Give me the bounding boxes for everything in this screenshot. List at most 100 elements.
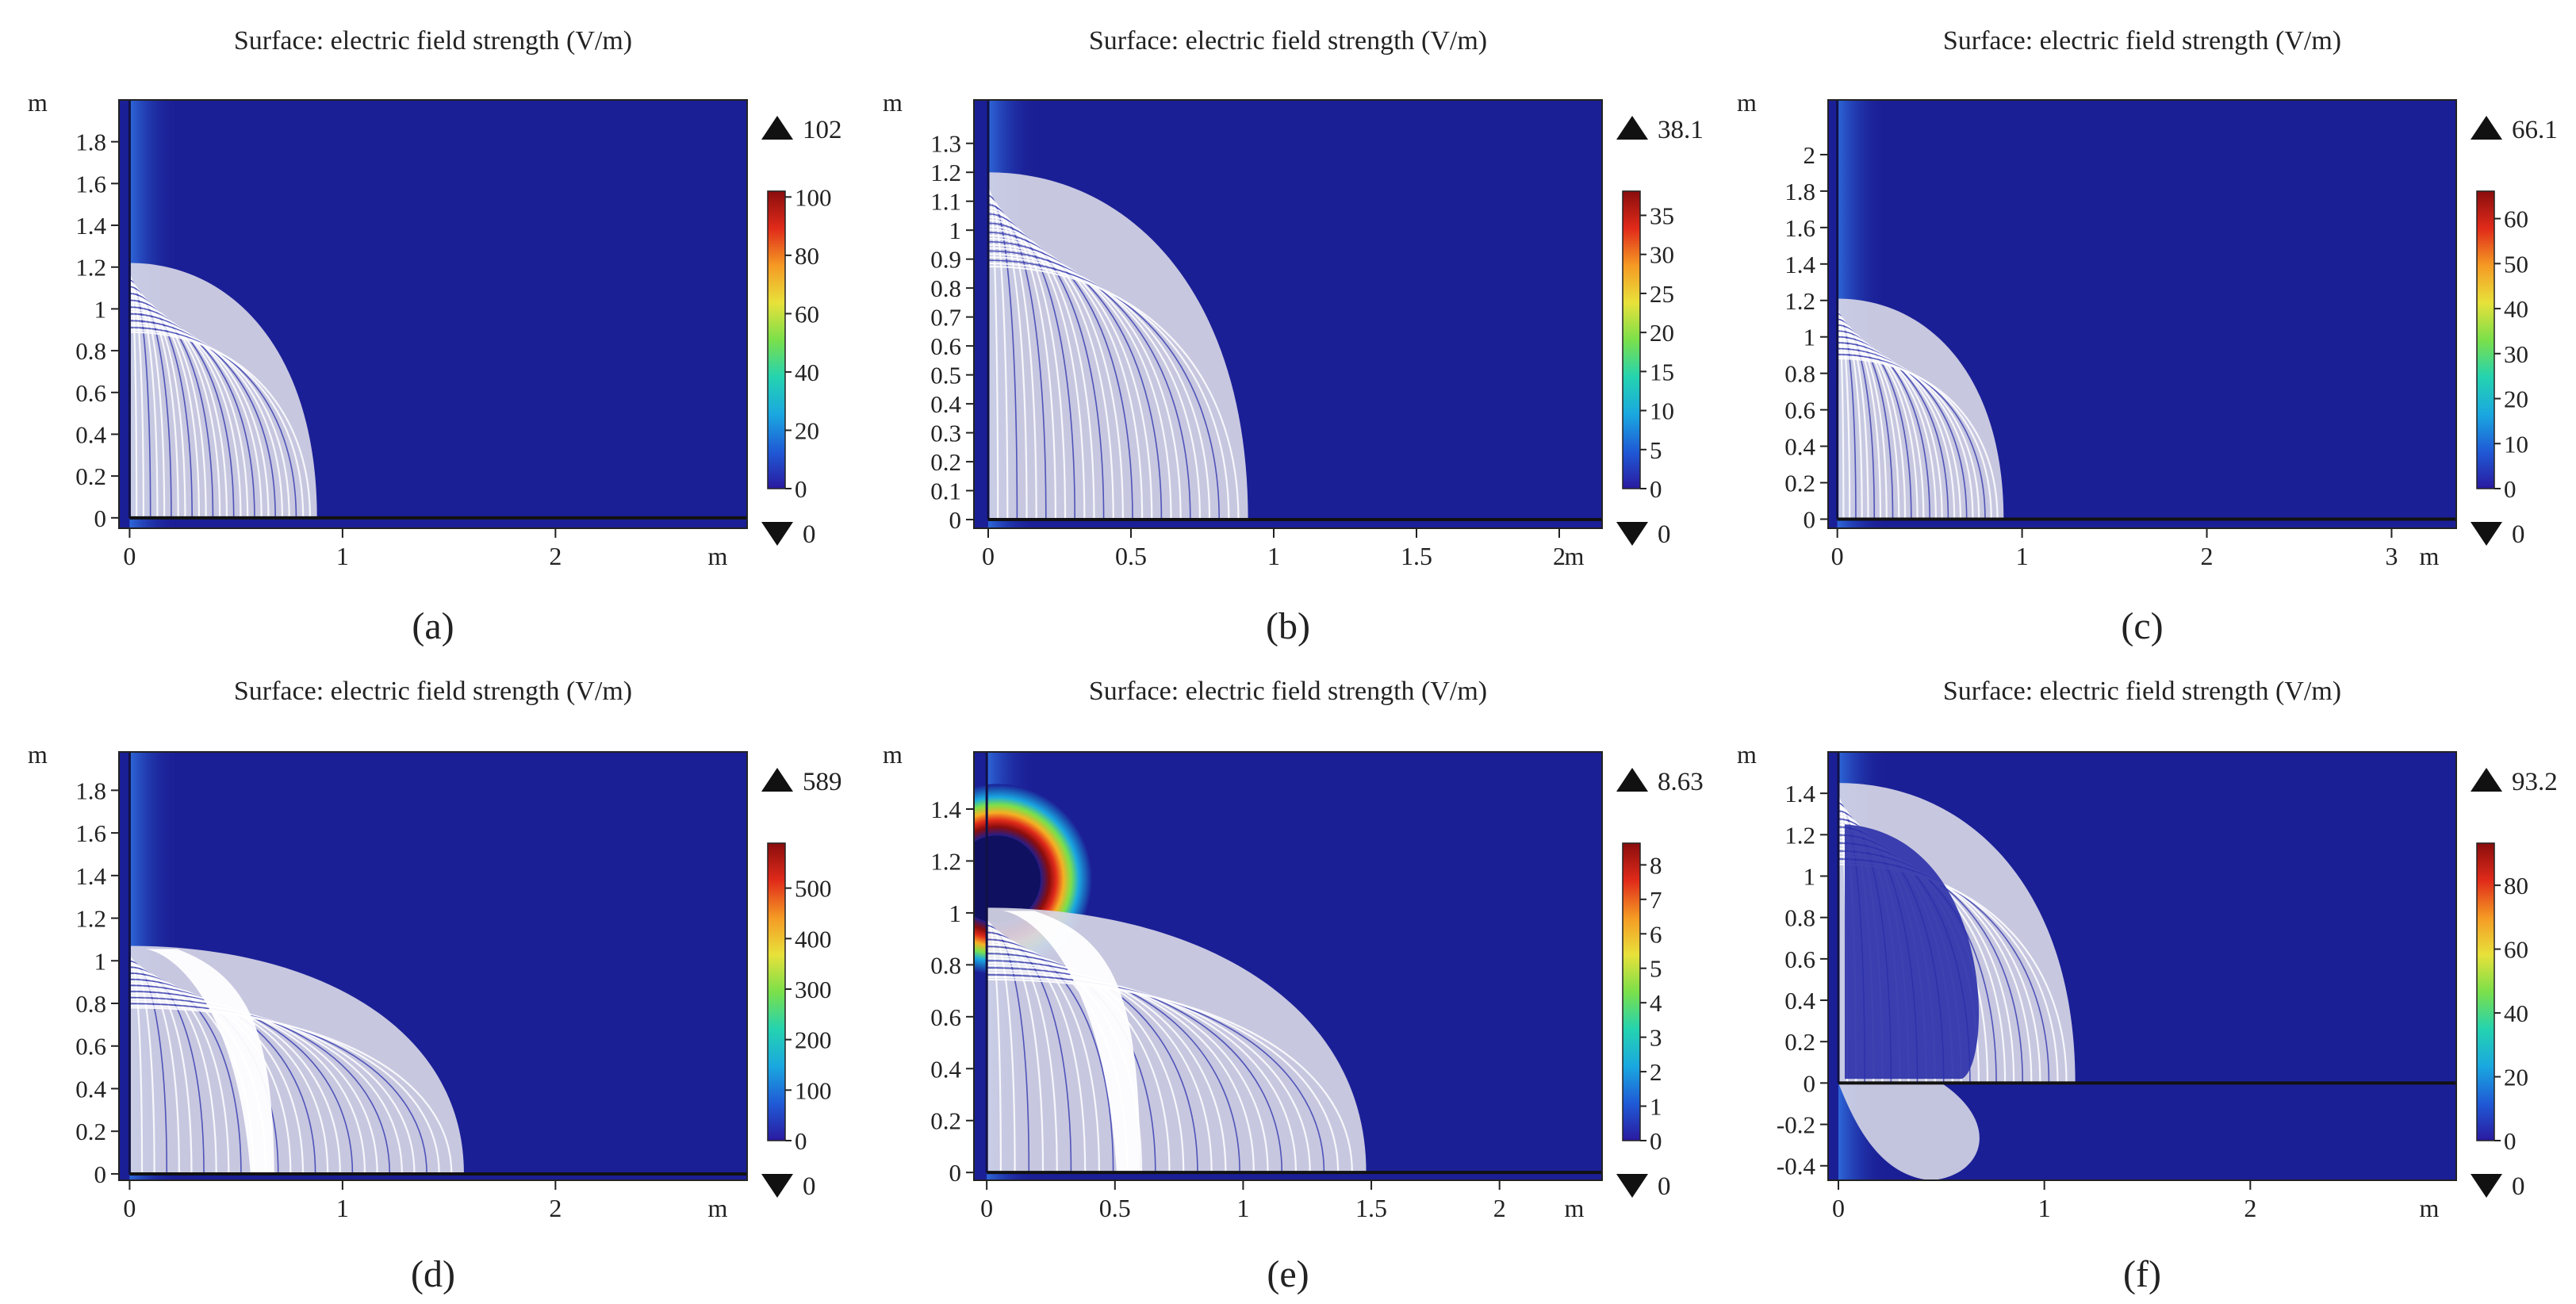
plot-title: Surface: electric field strength (V/m) bbox=[1089, 26, 1487, 56]
panel-label: (d) bbox=[411, 1253, 455, 1295]
y-tick-label: 0 bbox=[949, 1159, 962, 1187]
field-streamline bbox=[129, 304, 228, 518]
field-streamline bbox=[1837, 334, 1925, 520]
max-marker-icon bbox=[1616, 116, 1648, 140]
field-streamline bbox=[987, 237, 1153, 520]
max-marker-icon bbox=[761, 768, 793, 792]
colorbar-tick-label: 0 bbox=[795, 475, 807, 503]
field-streamline bbox=[129, 331, 312, 518]
x-tick-label: 0.5 bbox=[1115, 542, 1147, 570]
field-streamline bbox=[1837, 343, 1956, 520]
y-tick-label: 0.8 bbox=[930, 951, 961, 979]
x-tick-label: 2 bbox=[2201, 542, 2214, 570]
field-streamline bbox=[987, 219, 1095, 520]
y-tick-label: 1 bbox=[94, 947, 107, 975]
x-tick-label: 2 bbox=[549, 542, 562, 570]
y-tick-label: 1 bbox=[94, 295, 107, 323]
colorbar-tick-label: 20 bbox=[2504, 385, 2528, 413]
field-streamline bbox=[987, 259, 1220, 520]
field-streamline bbox=[129, 310, 249, 518]
max-value-label: 8.63 bbox=[1658, 768, 1704, 796]
y-tick-label: 1.6 bbox=[75, 170, 106, 198]
colorbar-tick-label: 4 bbox=[1650, 989, 1662, 1017]
panel-label: (b) bbox=[1266, 605, 1310, 647]
colorbar-tick-label: 0 bbox=[2504, 1127, 2517, 1155]
y-tick-label: 1.3 bbox=[930, 130, 961, 158]
x-tick-label: 0 bbox=[980, 1194, 993, 1222]
max-value-label: 38.1 bbox=[1658, 116, 1704, 144]
x-tick-label: 2 bbox=[1553, 542, 1566, 570]
field-streamline bbox=[987, 247, 1182, 520]
y-tick-label: 1.2 bbox=[930, 159, 961, 186]
y-tick-label: 1 bbox=[1804, 324, 1816, 351]
field-streamline bbox=[987, 256, 1211, 520]
field-streamline bbox=[987, 934, 1087, 1173]
max-value-label: 589 bbox=[803, 768, 842, 796]
field-streamline bbox=[1837, 339, 1943, 520]
x-tick-label: 0 bbox=[1832, 1194, 1845, 1222]
y-tick-label: 1.4 bbox=[1784, 251, 1815, 278]
colorbar-tick-label: 60 bbox=[795, 300, 819, 328]
inner-streamline-region bbox=[1844, 824, 1980, 1080]
field-streamline bbox=[129, 313, 255, 518]
y-tick-label: 1.8 bbox=[1784, 178, 1815, 205]
field-streamline bbox=[129, 994, 378, 1174]
field-surface bbox=[128, 752, 747, 1180]
min-marker-icon bbox=[2471, 1174, 2502, 1198]
plot-frame bbox=[118, 99, 748, 529]
colorbar-tick-label: 1 bbox=[1650, 1093, 1662, 1121]
x-tick-label: 1 bbox=[336, 542, 349, 570]
field-streamline bbox=[129, 293, 193, 518]
field-streamline bbox=[1837, 357, 1999, 520]
field-streamline bbox=[129, 991, 354, 1174]
y-tick-label: 0.1 bbox=[930, 477, 961, 505]
colorbar-tick-label: 2 bbox=[1650, 1058, 1662, 1086]
x-axis-label: m bbox=[2420, 542, 2440, 570]
y-tick-label: 0.6 bbox=[75, 379, 106, 407]
y-axis-label: m bbox=[883, 740, 903, 769]
y-tick-label: 0.2 bbox=[1784, 1028, 1815, 1056]
field-streamline bbox=[1837, 351, 1980, 520]
field-surface bbox=[128, 100, 747, 528]
y-tick-label: 1.4 bbox=[1784, 780, 1815, 807]
x-tick-label: 2 bbox=[549, 1194, 562, 1222]
y-tick-label: 1.2 bbox=[930, 847, 961, 875]
x-tick-label: 2 bbox=[1493, 1194, 1506, 1222]
y-tick-label: 0 bbox=[949, 506, 962, 534]
colorbar-tick-label: 5 bbox=[1650, 436, 1662, 464]
field-streamline bbox=[129, 294, 201, 518]
field-surface bbox=[1837, 752, 2456, 1180]
field-streamline bbox=[129, 306, 235, 518]
panel-c: Surface: electric field strength (V/m) (c… bbox=[1737, 26, 2558, 647]
field-streamline bbox=[129, 315, 263, 518]
field-streamline bbox=[129, 322, 284, 518]
colorbar bbox=[2476, 190, 2495, 489]
field-streamline bbox=[987, 950, 1185, 1173]
field-streamline bbox=[129, 1003, 427, 1174]
panel-label: (a) bbox=[412, 605, 454, 647]
y-axis-label: m bbox=[28, 88, 48, 117]
field-streamline bbox=[129, 1004, 440, 1174]
field-streamline bbox=[129, 970, 230, 1174]
colorbar-tick-label: 15 bbox=[1650, 358, 1674, 385]
panel-label: (e) bbox=[1267, 1253, 1309, 1295]
panel-b: Surface: electric field strength (V/m) (b… bbox=[883, 26, 1704, 647]
y-tick-label: 0 bbox=[1804, 506, 1816, 534]
field-streamline bbox=[987, 253, 1202, 520]
panel-a: Surface: electric field strength (V/m) (a… bbox=[28, 26, 842, 647]
y-tick-label: 0.6 bbox=[1784, 945, 1815, 973]
electrode-tip bbox=[974, 835, 1041, 923]
min-marker-icon bbox=[761, 1174, 793, 1198]
field-streamline bbox=[987, 976, 1340, 1173]
y-tick-label: 1.4 bbox=[75, 212, 106, 240]
y-tick-label: 0.4 bbox=[75, 420, 106, 448]
colorbar-tick-label: 0 bbox=[2504, 475, 2517, 503]
field-streamline bbox=[129, 301, 221, 518]
x-axis-label: m bbox=[708, 542, 728, 570]
y-tick-label: 0.9 bbox=[930, 246, 961, 274]
colorbar bbox=[767, 190, 786, 489]
colorbar-tick-label: 30 bbox=[1650, 241, 1674, 269]
y-tick-label: 0.8 bbox=[1784, 904, 1815, 932]
plot-title: Surface: electric field strength (V/m) bbox=[1943, 26, 2341, 56]
